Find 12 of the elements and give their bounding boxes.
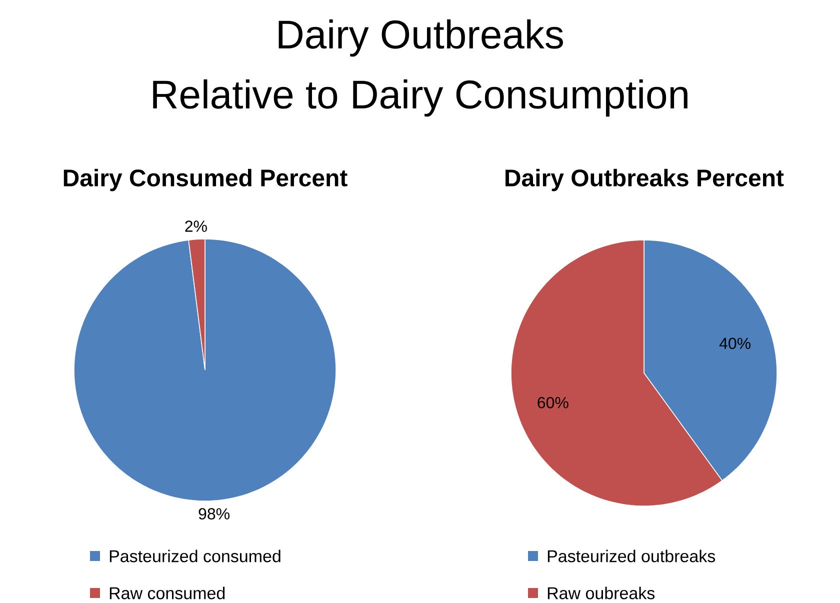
chart-title: Dairy Outbreaks Percent: [506, 168, 784, 192]
text: Dairy Outbreaks: [278, 19, 563, 57]
data-label: 40%: [719, 338, 751, 350]
data-label: 2%: [185, 220, 207, 232]
data-label: 98%: [198, 508, 230, 520]
legend-label: Pasteurized consumed: [110, 550, 280, 562]
chart-title: Dairy Consumed Percent: [64, 168, 348, 192]
legend-label: Raw consumed: [110, 586, 225, 600]
text: Relative to Dairy Consumption: [153, 79, 688, 117]
legend-label: Pasteurized outbreaks: [548, 550, 716, 562]
legend-label: Raw oubreaks: [548, 586, 655, 600]
data-label: 60%: [538, 396, 568, 408]
